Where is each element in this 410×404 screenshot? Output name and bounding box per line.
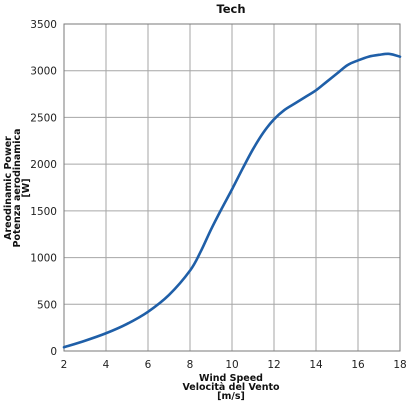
x-axis-title-1: Wind Speed	[199, 373, 263, 384]
y-axis-title-1: Areodinamic Power	[3, 136, 14, 240]
x-tick-label: 2	[61, 359, 68, 371]
x-tick-labels: 2 4 6 8 10 12 14 16 18	[61, 359, 407, 371]
y-tick-label: 2000	[30, 159, 57, 171]
y-tick-label: 1000	[30, 253, 57, 265]
x-tick-label: 12	[267, 359, 280, 371]
y-tick-label: 3500	[30, 19, 57, 31]
x-tick-label: 18	[393, 359, 406, 371]
y-tick-label: 500	[37, 299, 57, 311]
x-tick-label: 6	[145, 359, 152, 371]
y-tick-label: 0	[50, 346, 57, 358]
x-axis-title-3: [m/s]	[217, 391, 245, 402]
y-tick-labels: 0 500 1000 1500 2000 2500 3000 3500	[30, 19, 57, 358]
x-axis-title-2: Velocità del Vento	[182, 382, 280, 393]
y-tick-label: 2500	[30, 112, 57, 124]
x-tick-label: 4	[103, 359, 110, 371]
chart-title: Tech	[216, 2, 245, 16]
plot-border	[63, 23, 401, 352]
x-tick-label: 10	[225, 359, 238, 371]
x-tick-label: 14	[309, 359, 323, 371]
y-axis-title-2: Potenza aerodinamica	[12, 129, 23, 248]
y-tick-label: 1500	[30, 206, 57, 218]
y-tick-label: 3000	[30, 66, 57, 78]
x-tick-label: 8	[187, 359, 194, 371]
series-line	[62, 52, 402, 349]
x-tick-label: 16	[351, 359, 365, 371]
y-axis-title-3: [W]	[21, 178, 32, 197]
